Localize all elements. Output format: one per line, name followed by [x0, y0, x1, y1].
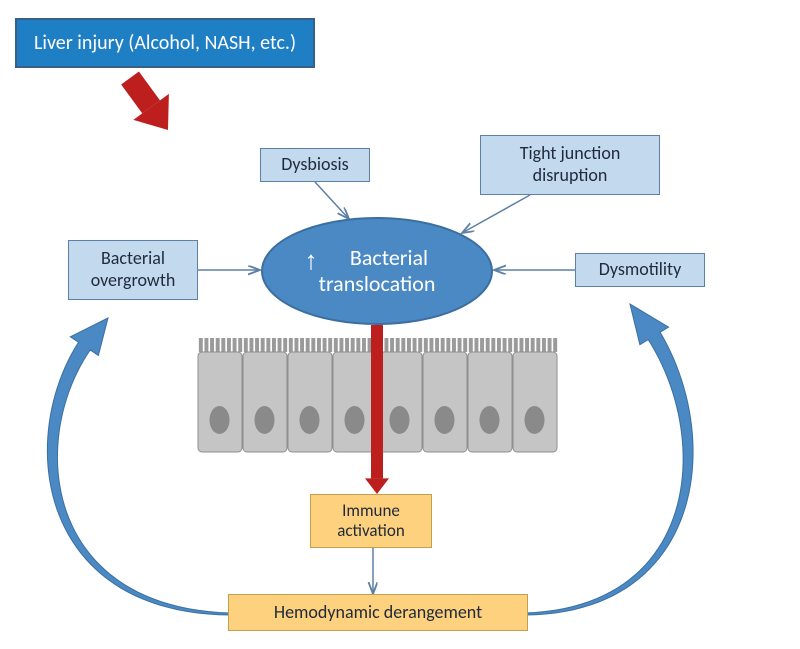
dysbiosis-box: Dysbiosis: [260, 148, 370, 182]
hemodynamic-label: Hemodynamic derangement: [274, 602, 482, 624]
bacterial-overgrowth-box: Bacterial overgrowth: [68, 240, 198, 300]
background-arrows: ↑ Bacterialtranslocation: [0, 0, 800, 649]
bacterial-overgrowth-label: Bacterial overgrowth: [75, 248, 191, 291]
dysmotility-box: Dysmotility: [575, 253, 705, 287]
hemodynamic-box: Hemodynamic derangement: [228, 594, 528, 631]
immune-activation-box: Immune activation: [310, 494, 432, 548]
svg-text:translocation: translocation: [319, 270, 436, 297]
svg-text:↑: ↑: [305, 245, 318, 275]
liver-injury-box: Liver injury (Alcohol, NASH, etc.): [15, 18, 315, 68]
svg-text:Bacterial: Bacterial: [350, 244, 428, 271]
dysbiosis-label: Dysbiosis: [281, 154, 348, 176]
tight-junction-label: Tight junction disruption: [487, 143, 653, 186]
immune-activation-label: Immune activation: [317, 501, 425, 542]
tight-junction-box: Tight junction disruption: [480, 135, 660, 195]
feedback-arrows: [47, 304, 693, 615]
liver-injury-label: Liver injury (Alcohol, NASH, etc.): [34, 31, 296, 55]
bacterial-translocation-ellipse: ↑ Bacterialtranslocation: [262, 218, 492, 324]
epithelium-icon: [198, 338, 557, 452]
dysmotility-label: Dysmotility: [599, 259, 681, 281]
